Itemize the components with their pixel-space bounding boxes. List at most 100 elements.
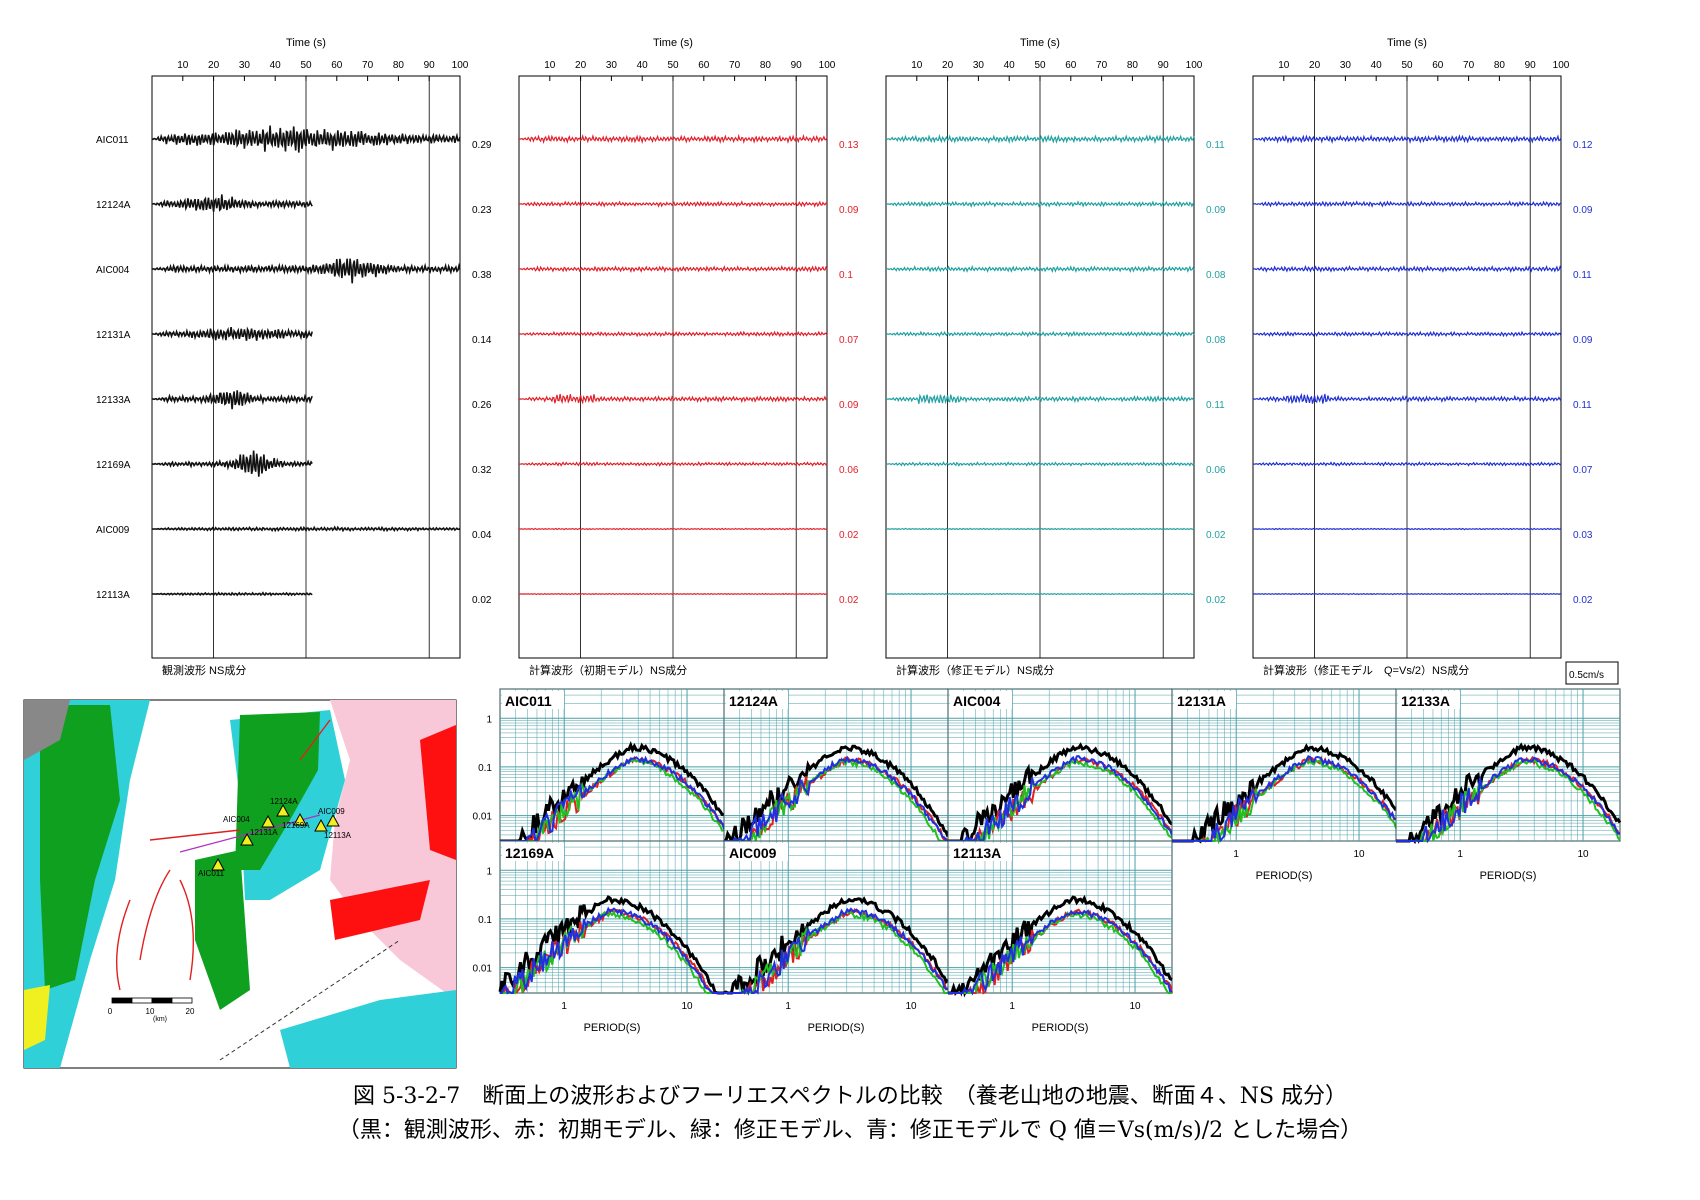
- map-station-label: 12124A: [270, 797, 298, 806]
- map-content: AIC011 AIC004 12124A 12131A 12169A AIC009 1211…: [24, 700, 456, 1068]
- waveform-trace: [151, 258, 461, 284]
- station-label: 12169A: [96, 460, 131, 471]
- spectrum-curve: [723, 896, 950, 995]
- station-marker: [314, 818, 328, 832]
- spectrum-cell-AIC011: AIC011 1 0.1 0.01: [473, 688, 725, 844]
- waveform-trace: [885, 133, 1195, 145]
- waveform-trace: [886, 527, 1195, 531]
- spectrum-curve: [500, 910, 724, 995]
- spectrum-y-tick: 0.1: [478, 763, 492, 774]
- spectrum-station-label: 12113A: [953, 845, 1001, 861]
- time-tick-label: 20: [942, 60, 954, 71]
- waveform-trace: [886, 461, 1195, 467]
- amplitude-label: 0.04: [472, 530, 492, 541]
- waveform-trace: [152, 591, 313, 597]
- waveform-panel-initial: Time (s) 10 20 30 40 50 60 70 80 90 100 計算波形（初期モデル）…: [518, 37, 859, 677]
- waveform-panel-modified: Time (s) 10 20 30 40 50 60 70 80 90 100 計算波形（修正モデル）…: [885, 37, 1226, 677]
- time-tick-label: 40: [637, 60, 649, 71]
- spectrum-x-tick: 10: [1129, 1001, 1141, 1012]
- amplitude-label: 0.11: [1206, 400, 1225, 411]
- time-tick-label: 60: [698, 60, 710, 71]
- waveform-trace: [886, 393, 1195, 405]
- spectrum-x-tick: 1: [785, 1001, 791, 1012]
- waveform-trace: [1253, 592, 1562, 596]
- time-tick-label: 20: [1309, 60, 1321, 71]
- spectrum-x-tick: 1: [1457, 849, 1463, 860]
- station-label: AIC004: [96, 265, 130, 276]
- spectrum-station-label: 12169A: [505, 845, 554, 861]
- station-marker: [261, 814, 275, 828]
- spectrum-curve: [1396, 756, 1621, 844]
- amplitude-label: 0.09: [1206, 205, 1226, 216]
- time-tick-label: 30: [239, 60, 251, 71]
- spectrum-curve: [1172, 743, 1398, 844]
- time-axis-label: Time (s): [1020, 37, 1060, 49]
- station-marker: [240, 832, 254, 846]
- station-marker: [211, 857, 225, 871]
- spectrum-curve: [500, 906, 724, 995]
- trench-line: [219, 939, 401, 1061]
- amplitude-label: 0.11: [1206, 140, 1225, 151]
- scale-bar-tick: 10: [146, 1007, 155, 1016]
- spectrum-x-tick: 1: [1009, 1001, 1015, 1012]
- time-tick-label: 70: [1463, 60, 1475, 71]
- time-tick-label: 40: [1371, 60, 1383, 71]
- waveform-trace: [1253, 200, 1562, 208]
- spectrum-cell-AIC004: AIC004: [947, 688, 1174, 845]
- spectrum-x-tick: 10: [1577, 849, 1589, 860]
- spectrum-x-tick: 10: [905, 1001, 917, 1012]
- map-region-green-east: [235, 712, 320, 870]
- map-station-label: 12113A: [324, 831, 352, 840]
- spectrum-x-label: PERIOD(S): [1032, 1022, 1089, 1034]
- waveform-trace: [1252, 330, 1562, 338]
- waveform-trace: [151, 525, 461, 533]
- time-tick-label: 70: [1096, 60, 1108, 71]
- time-tick-label: 100: [1553, 60, 1570, 71]
- spectrum-cell-AIC009: AIC009 1 10 PERIOD(S): [723, 840, 950, 1034]
- time-tick-label: 80: [1127, 60, 1139, 71]
- waveform-trace: [1252, 461, 1562, 467]
- amplitude-label: 0.06: [1206, 465, 1226, 476]
- map-station-label: 12169A: [282, 821, 310, 830]
- time-axis-label: Time (s): [286, 37, 326, 49]
- map-station-label: AIC011: [198, 869, 225, 878]
- amplitude-label: 0.02: [472, 595, 492, 606]
- amplitude-label: 0.11: [1573, 270, 1592, 281]
- waveform-trace: [518, 330, 828, 338]
- amplitude-label: 0.02: [839, 530, 859, 541]
- spectrum-cell-12113A: 12113A 1 10 PERIOD(S): [947, 840, 1173, 1034]
- map-region-grey: [24, 700, 70, 760]
- spectrum-title-bg: [1398, 691, 1460, 709]
- time-axis-label: Time (s): [1387, 37, 1427, 49]
- waveform-trace: [885, 264, 1195, 274]
- time-tick-label: 100: [819, 60, 836, 71]
- waveform-panel-label: 計算波形（初期モデル）NS成分: [529, 663, 687, 677]
- amplitude-label: 0.08: [1206, 270, 1226, 281]
- amplitude-label: 0.14: [472, 335, 492, 346]
- time-tick-label: 30: [606, 60, 618, 71]
- time-tick-label: 60: [1065, 60, 1077, 71]
- spectrum-station-label: 12124A: [729, 693, 778, 709]
- spectrum-curve: [498, 894, 724, 995]
- waveform-trace: [151, 125, 461, 153]
- spectrum-title-bg: [726, 691, 788, 709]
- time-tick-label: 90: [424, 60, 436, 71]
- figure-caption-line2: （黒：観測波形、赤：初期モデル、緑：修正モデル、青：修正モデルで Q 値＝Vs(…: [337, 1118, 1363, 1143]
- amplitude-label: 0.12: [1573, 140, 1593, 151]
- spectrum-cell-12133A: 12133A 1 10 PERIOD(S): [1395, 688, 1622, 882]
- waveform-trace: [152, 390, 313, 410]
- waveform-trace: [885, 330, 1195, 338]
- map-region-green-west: [40, 705, 120, 990]
- waveform-trace: [519, 592, 828, 596]
- time-tick-label: 40: [270, 60, 282, 71]
- time-tick-label: 10: [544, 60, 556, 71]
- map-region-red-band: [330, 880, 430, 940]
- waveform-trace: [518, 393, 827, 405]
- station-label: 12113A: [96, 590, 130, 601]
- amplitude-scale-box: [1565, 661, 1619, 685]
- spectrum-cell-12169A: 12169A 1 0.1 0.01 1 10 PERIOD(S): [473, 840, 725, 1034]
- scale-bar-segment: [111, 997, 133, 1004]
- waveform-trace: [518, 264, 828, 273]
- time-tick-label: 30: [973, 60, 985, 71]
